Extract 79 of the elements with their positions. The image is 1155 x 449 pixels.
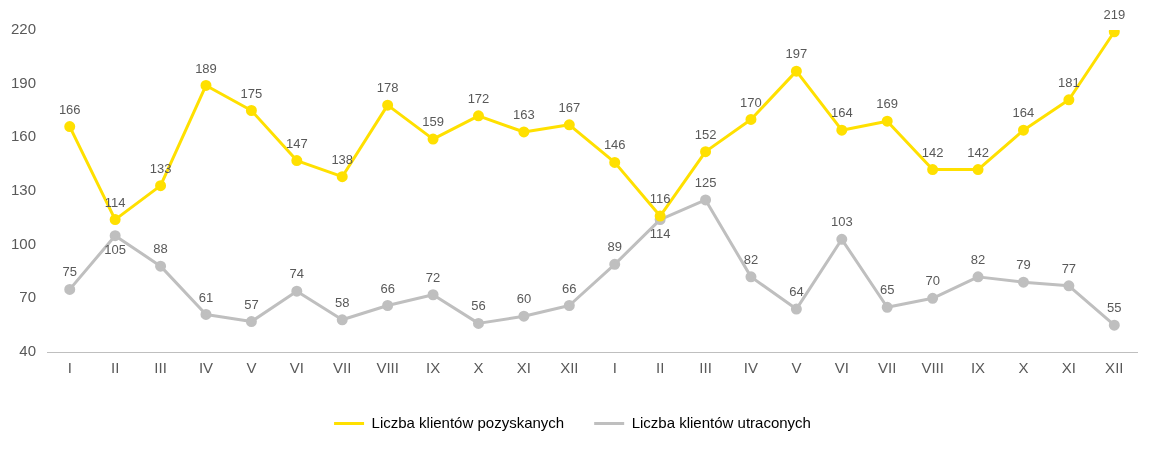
y-tick-label: 130 <box>11 181 37 199</box>
x-tick-label: III <box>154 359 167 377</box>
data-label: 159 <box>422 114 444 130</box>
y-tick-label: 190 <box>11 73 37 91</box>
x-tick-label: VIII <box>921 359 944 377</box>
x-tick-label: VII <box>878 359 897 377</box>
data-label: 65 <box>879 282 895 298</box>
data-label: 167 <box>558 99 581 115</box>
data-label: 175 <box>240 85 263 101</box>
data-label: 56 <box>471 298 486 314</box>
legend-label: Liczba klientów pozyskanych <box>371 413 565 431</box>
x-tick-label: IX <box>970 359 986 377</box>
data-label: 88 <box>153 241 168 257</box>
legend-label: Liczba klientów utraconych <box>631 413 811 431</box>
x-tick-label: III <box>699 359 712 377</box>
data-label: 189 <box>195 60 217 76</box>
y-tick-label: 100 <box>11 234 37 252</box>
x-tick-label: VIII <box>376 359 399 377</box>
data-label: 172 <box>467 90 490 106</box>
data-label: 181 <box>1058 74 1080 90</box>
data-label: 61 <box>198 289 214 305</box>
x-tick-label: VI <box>289 359 304 377</box>
x-tick-label: IV <box>198 359 214 377</box>
data-label: 89 <box>607 239 622 255</box>
data-label: 197 <box>785 46 808 62</box>
x-tick-label: XII <box>560 359 579 377</box>
data-label: 82 <box>970 251 986 267</box>
data-label: 77 <box>1061 260 1077 276</box>
y-tick-label: 70 <box>19 288 37 306</box>
x-tick-label: IV <box>743 359 759 377</box>
data-label: 142 <box>967 144 989 160</box>
data-label: 164 <box>830 105 853 121</box>
x-tick-label: VII <box>333 359 352 377</box>
data-label: 75 <box>62 264 77 280</box>
data-label: 57 <box>244 296 259 312</box>
data-label: 72 <box>425 269 441 285</box>
x-tick-label: VI <box>834 359 849 377</box>
data-label: 55 <box>1107 300 1122 316</box>
x-tick-label: XII <box>1105 359 1124 377</box>
data-label: 74 <box>289 266 305 282</box>
data-label: 116 <box>649 191 671 207</box>
data-label: 79 <box>1016 257 1031 273</box>
data-label: 60 <box>516 291 532 307</box>
x-tick-label: II <box>110 359 120 377</box>
data-label: 142 <box>921 144 944 160</box>
data-label: 64 <box>789 284 804 300</box>
x-tick-label: XI <box>1061 359 1076 377</box>
x-tick-label: I <box>612 359 617 377</box>
data-label: 125 <box>694 175 717 191</box>
y-tick-label: 220 <box>11 20 37 38</box>
x-tick-label: X <box>473 359 484 377</box>
data-label: 82 <box>743 251 759 267</box>
data-label: 219 <box>1103 6 1126 22</box>
x-tick-label: IX <box>425 359 441 377</box>
data-label: 169 <box>876 96 899 112</box>
data-label: 138 <box>331 151 354 167</box>
x-tick-label: XI <box>516 359 531 377</box>
data-label: 58 <box>334 294 350 310</box>
x-tick-label: X <box>1018 359 1029 377</box>
data-label: 146 <box>603 137 626 153</box>
x-tick-label: V <box>246 359 257 377</box>
data-label: 152 <box>694 126 717 142</box>
data-label: 105 <box>104 241 126 257</box>
data-label: 163 <box>513 107 535 123</box>
y-tick-label: 160 <box>11 127 37 145</box>
y-tick-label: 40 <box>19 342 37 360</box>
data-label: 170 <box>740 94 762 110</box>
data-label: 103 <box>830 214 853 230</box>
data-label: 66 <box>380 280 395 296</box>
data-label: 166 <box>58 101 81 117</box>
data-label: 164 <box>1012 105 1035 121</box>
data-label: 66 <box>562 280 577 296</box>
data-label: 70 <box>925 273 940 289</box>
x-tick-label: I <box>67 359 72 377</box>
data-label: 114 <box>649 225 671 241</box>
data-label: 178 <box>376 80 399 96</box>
x-tick-label: V <box>791 359 802 377</box>
x-tick-label: II <box>655 359 665 377</box>
data-label: 147 <box>285 135 308 151</box>
